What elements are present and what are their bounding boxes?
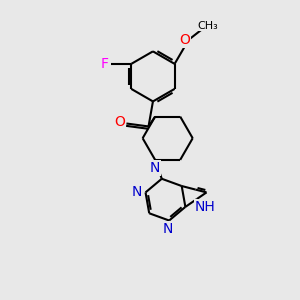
Text: CH₃: CH₃	[197, 21, 218, 31]
Text: O: O	[115, 115, 125, 129]
Text: NH: NH	[195, 200, 216, 214]
Text: N: N	[132, 185, 142, 200]
Text: N: N	[163, 222, 173, 236]
Text: F: F	[100, 57, 108, 71]
Text: N: N	[149, 161, 160, 175]
Text: O: O	[179, 33, 191, 47]
